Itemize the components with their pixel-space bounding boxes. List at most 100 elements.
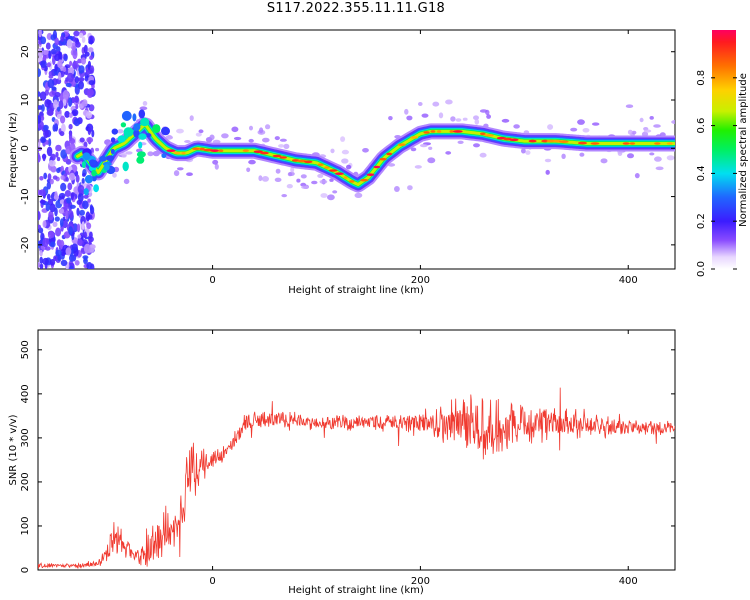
spectrogram-noise-cell bbox=[39, 176, 44, 181]
spectrogram-ridge-peak bbox=[436, 130, 442, 133]
spectrogram-halo-cell bbox=[474, 118, 480, 125]
spectrogram-noise-cell bbox=[64, 190, 71, 197]
spectrogram-halo-cell bbox=[407, 185, 413, 191]
spectrogram-noise-cell bbox=[42, 237, 49, 248]
spectrogram-noise-cell bbox=[38, 115, 42, 124]
spectrogram-xtick-label: 400 bbox=[619, 275, 638, 286]
spectrogram-halo-cell bbox=[332, 190, 338, 194]
spectrogram-blob bbox=[84, 175, 93, 184]
spectrogram-halo-cell bbox=[301, 185, 309, 189]
colorbar-tick-label: 0.8 bbox=[696, 70, 707, 86]
spectrogram-noise-cell bbox=[86, 262, 93, 269]
colorbar-tick-label: 0.0 bbox=[696, 261, 707, 277]
spectrogram-noise-cell bbox=[55, 144, 62, 152]
spectrogram-halo-cell bbox=[221, 133, 229, 139]
snr-ytick-label: 400 bbox=[20, 384, 31, 403]
spectrogram-ridge-peak bbox=[379, 157, 387, 161]
spectrogram-xlabel: Height of straight line (km) bbox=[288, 285, 424, 296]
spectrogram-halo-cell bbox=[139, 106, 148, 111]
spectrogram-halo-cell bbox=[212, 159, 219, 165]
spectrogram-noise-cell bbox=[54, 191, 58, 199]
spectrogram-blob bbox=[93, 184, 99, 193]
spectrogram-halo-cell bbox=[655, 166, 664, 171]
spectrogram-ridge-peak bbox=[199, 147, 205, 151]
spectrogram-noise-cell bbox=[56, 167, 61, 174]
spectrogram-noise-cell bbox=[88, 237, 92, 245]
spectrogram-ridge-peak bbox=[242, 149, 249, 152]
spectrogram-noise-cell bbox=[61, 123, 66, 133]
spectrogram-halo-cell bbox=[214, 163, 219, 170]
spectrogram-halo-cell bbox=[428, 146, 433, 150]
spectrogram-noise-cell bbox=[74, 76, 80, 84]
spectrogram-noise-cell bbox=[50, 241, 56, 248]
spectrogram-noise-cell bbox=[89, 55, 94, 60]
spectrogram-ridge-peak bbox=[666, 142, 673, 145]
spectrogram-noise-cell bbox=[77, 58, 83, 64]
spectrogram-noise-cell bbox=[72, 223, 78, 233]
spectrogram-noise-cell bbox=[56, 156, 61, 162]
snr-ytick-label: 500 bbox=[20, 340, 31, 359]
spectrogram-noise-cell bbox=[69, 254, 75, 262]
spectrogram-noise-cell bbox=[48, 159, 56, 167]
spectrogram-noise-cell bbox=[54, 37, 59, 46]
spectrogram-noise-cell bbox=[54, 207, 58, 217]
spectrogram-noise-cell bbox=[89, 231, 93, 239]
snr-ytick-label: 200 bbox=[20, 472, 31, 491]
spectrogram-xtick-label: 200 bbox=[411, 275, 430, 286]
spectrogram-xtick-label: 0 bbox=[209, 275, 215, 286]
spectrogram-halo-cell bbox=[261, 176, 269, 182]
spectrogram-noise-cell bbox=[70, 42, 77, 51]
spectrogram-blob bbox=[91, 175, 97, 182]
spectrogram-noise-cell bbox=[83, 256, 88, 262]
spectrogram-noise-cell bbox=[81, 221, 85, 230]
spectrogram-halo-cell bbox=[388, 116, 393, 121]
spectrogram-halo-cell bbox=[209, 134, 215, 141]
spectrogram-ridge-peak bbox=[654, 142, 661, 145]
spectrogram-noise-cell bbox=[39, 249, 43, 257]
spectrogram-noise-cell bbox=[50, 153, 56, 161]
spectrogram-blob bbox=[136, 151, 146, 158]
spectrogram-noise-cell bbox=[44, 246, 51, 251]
spectrogram-halo-cell bbox=[653, 124, 661, 128]
spectrogram-blob bbox=[138, 133, 147, 140]
spectrogram-noise-cell bbox=[85, 69, 91, 75]
spectrogram-noise-cell bbox=[83, 243, 91, 254]
spectrogram-blob bbox=[91, 169, 97, 177]
spectrogram-noise-cell bbox=[39, 256, 43, 264]
spectrogram-halo-cell bbox=[513, 124, 520, 129]
spectrogram-halo-cell bbox=[362, 148, 369, 153]
spectrogram-noise-cell bbox=[43, 128, 49, 139]
spectrogram-halo-cell bbox=[274, 177, 282, 182]
spectrogram-noise-cell bbox=[60, 182, 67, 192]
spectrogram-ridge-peak bbox=[373, 165, 381, 169]
spectrogram-halo-cell bbox=[152, 150, 160, 157]
spectrogram-noise-cell bbox=[74, 260, 80, 266]
spectrogram-halo-cell bbox=[501, 118, 510, 123]
spectrogram-noise-cell bbox=[50, 48, 57, 55]
spectrogram-noise-cell bbox=[47, 78, 55, 89]
spectrogram-noise-cell bbox=[81, 36, 86, 43]
spectrogram-noise-cell bbox=[42, 220, 47, 228]
spectrogram-halo-cell bbox=[420, 143, 428, 148]
colorbar-tick-label: 0.2 bbox=[696, 213, 707, 229]
spectrogram-noise-cell bbox=[40, 115, 45, 121]
spectrogram-ridge-peak bbox=[173, 151, 181, 155]
spectrogram-halo-cell bbox=[450, 116, 456, 122]
spectrogram-halo-cell bbox=[445, 151, 452, 155]
spectrogram-noise-cell bbox=[41, 104, 45, 112]
spectrogram-halo-cell bbox=[354, 192, 363, 198]
spectrogram-noise-cell bbox=[65, 210, 69, 220]
spectrogram-noise-cell bbox=[89, 244, 95, 253]
spectrogram-halo-cell bbox=[654, 156, 662, 162]
spectrogram-blob bbox=[132, 113, 137, 122]
snr-frame bbox=[37, 329, 676, 571]
spectrogram-blob bbox=[133, 123, 141, 131]
spectrogram-noise-cell bbox=[54, 216, 60, 222]
spectrogram-halo-cell bbox=[246, 167, 251, 173]
colorbar-label: Normalized spectral amplitude bbox=[738, 73, 749, 227]
spectrogram-noise-cell bbox=[79, 209, 85, 216]
spectrogram-halo-cell bbox=[327, 194, 335, 201]
spectrogram-noise-cell bbox=[59, 218, 64, 228]
spectrogram-halo-cell bbox=[123, 178, 130, 185]
spectrogram-halo-cell bbox=[287, 172, 293, 177]
